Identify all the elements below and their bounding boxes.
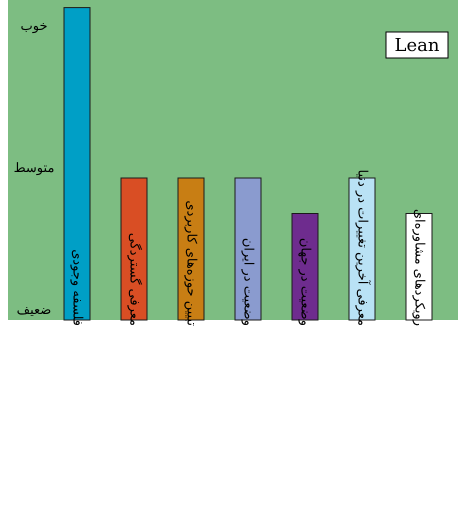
bar-4 [291, 213, 319, 321]
x-tick-label-1: معرفی گستردگی [127, 233, 143, 326]
bar-5 [348, 177, 376, 321]
x-tick-label-5: معرفی آخرین تغییرات در دنیا [355, 170, 372, 326]
x-tick-label-0: فلسفه وجودی [70, 249, 85, 326]
bar-1 [120, 177, 148, 321]
y-tick-label-0: ضعیف [17, 303, 52, 318]
y-tick-label-2: خوب [21, 19, 48, 34]
x-axis-ticks: فلسفه وجودی معرفی گستردگی تبیین حوزه‌های ک… [70, 170, 427, 327]
x-tick-label-6: رویکردهای مشاوره‌ای [412, 209, 427, 326]
y-tick-label-1: متوسط [14, 161, 55, 176]
x-tick-label-3: وضعیت در ایران [241, 238, 256, 326]
legend-label: Lean [395, 35, 440, 56]
bar-0 [63, 7, 91, 321]
x-tick-label-4: وضعیت در جهان [298, 238, 313, 326]
bar-6 [405, 213, 433, 321]
bar-2 [177, 177, 205, 321]
bar-3 [234, 177, 262, 321]
y-axis-ticks: ضعیف متوسط خوب [14, 19, 55, 318]
x-tick-label-2: تبیین حوزه‌های کاربردی [184, 200, 199, 326]
bars [63, 7, 433, 321]
legend: Lean [385, 31, 449, 59]
legend-box [385, 31, 449, 59]
